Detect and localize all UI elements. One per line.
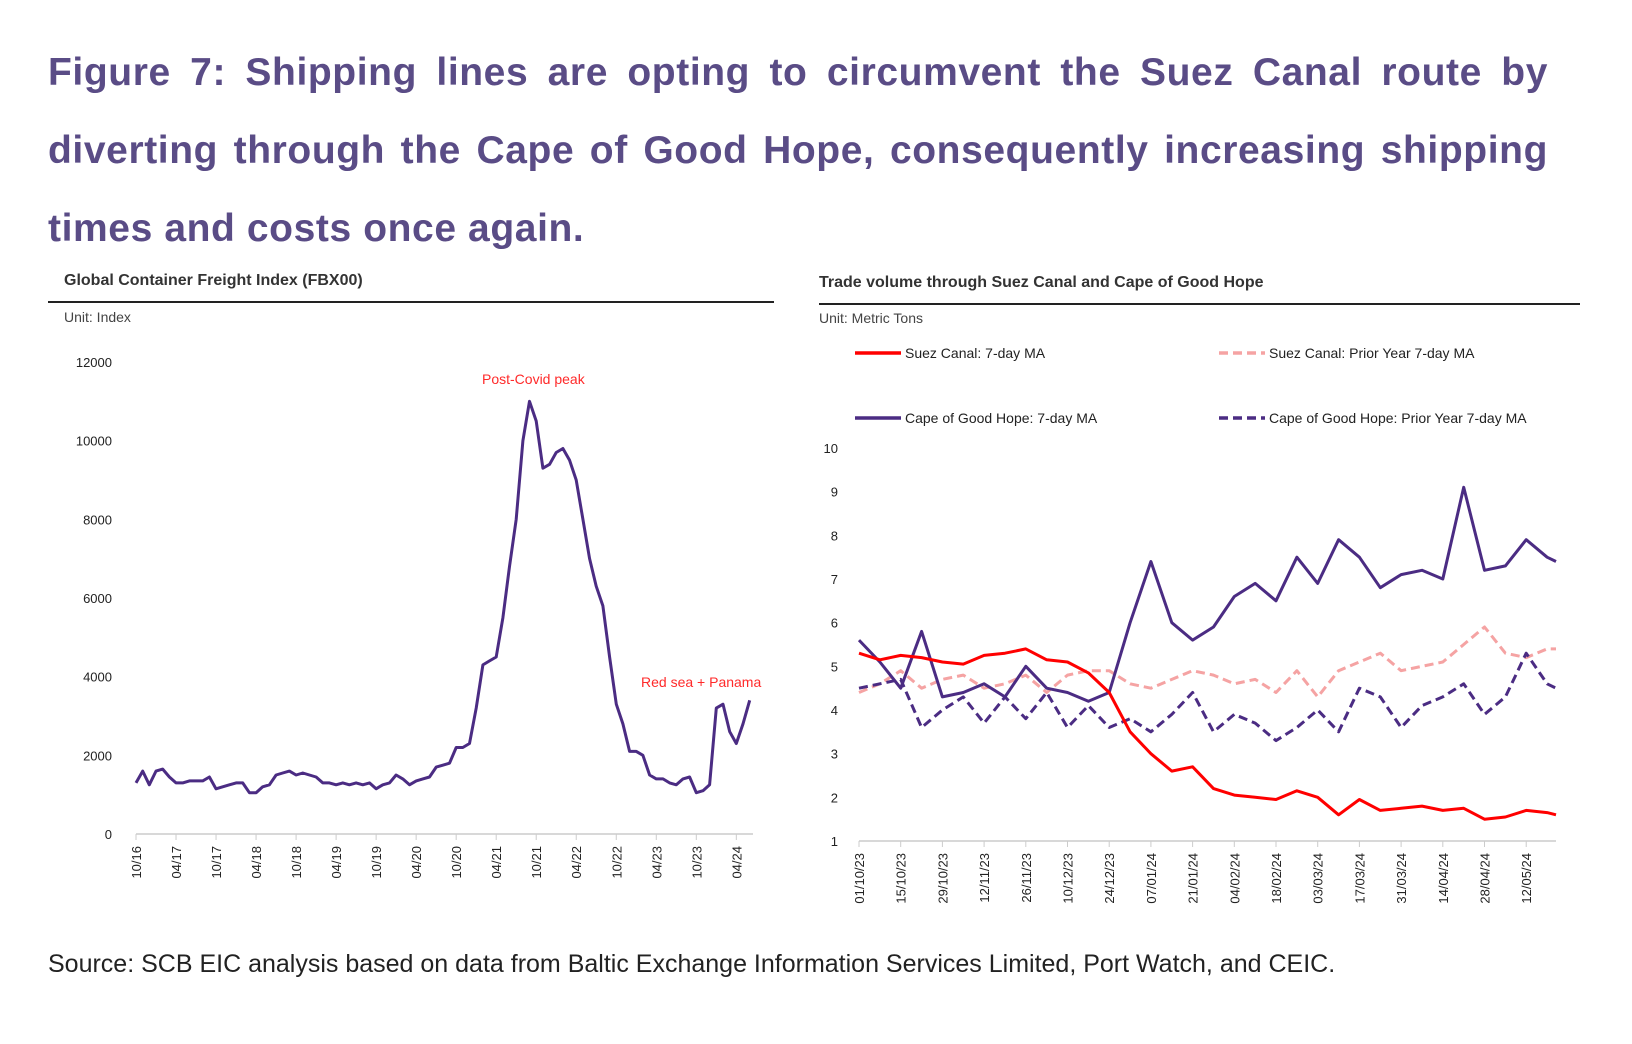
x-tick-label: 17/03/24 [1352, 853, 1367, 904]
x-tick-label: 28/04/24 [1478, 853, 1493, 904]
x-tick-label: 10/17 [209, 846, 224, 879]
y-tick-label: 7 [831, 572, 838, 587]
x-tick-label: 10/12/23 [1061, 853, 1076, 904]
y-tick-label: 1 [831, 834, 838, 849]
x-tick-label: 10/21 [529, 846, 544, 879]
x-tick-label: 04/17 [169, 846, 184, 879]
x-tick-label: 12/11/23 [977, 853, 992, 903]
right-chart-unit: Unit: Metric Tons [819, 310, 923, 326]
legend-cape: Cape of Good Hope: 7-day MA [855, 410, 1097, 426]
source-note: Source: SCB EIC analysis based on data f… [48, 950, 1336, 978]
legend-suez: Suez Canal: 7-day MA [855, 345, 1045, 361]
y-tick-label: 10000 [76, 434, 112, 449]
x-tick-label: 10/23 [689, 846, 704, 879]
left-title-rule [48, 301, 774, 303]
x-tick-label: 10/16 [129, 846, 144, 879]
legend-cape-prior: Cape of Good Hope: Prior Year 7-day MA [1219, 410, 1527, 426]
x-tick-label: 03/03/24 [1311, 853, 1326, 904]
x-tick-label: 29/10/23 [935, 853, 950, 904]
x-tick-label: 14/04/24 [1436, 853, 1451, 904]
legend-solid-red-line-icon [855, 351, 901, 355]
y-tick-label: 6000 [83, 591, 112, 606]
legend-label: Cape of Good Hope: Prior Year 7-day MA [1269, 410, 1527, 426]
y-tick-label: 9 [831, 485, 838, 500]
x-tick-label: 04/20 [409, 846, 424, 879]
x-tick-label: 26/11/23 [1019, 853, 1034, 903]
x-tick-label: 21/01/24 [1186, 853, 1201, 904]
left-chart-unit: Unit: Index [64, 309, 131, 325]
y-tick-label: 8 [831, 528, 838, 543]
y-tick-label: 8000 [83, 512, 112, 527]
x-tick-label: 18/02/24 [1269, 853, 1284, 904]
cape-7day-line [857, 485, 1557, 703]
x-tick-label: 04/18 [249, 846, 264, 879]
legend-label: Suez Canal: Prior Year 7-day MA [1269, 345, 1475, 361]
x-tick-label: 15/10/23 [894, 853, 909, 904]
x-tick-label: 31/03/24 [1394, 853, 1409, 904]
legend-label: Cape of Good Hope: 7-day MA [905, 410, 1098, 426]
left-chart-title: Global Container Freight Index (FBX00) [64, 272, 363, 289]
legend-dashed-pink-line-icon [1219, 351, 1265, 355]
y-tick-label: 4000 [83, 670, 112, 685]
x-tick-label: 04/22 [569, 846, 584, 879]
y-tick-label: 12000 [76, 355, 112, 370]
y-tick-label: 4 [831, 703, 838, 718]
y-tick-label: 5 [831, 659, 838, 674]
figure-title: Figure 7: Shipping lines are opting to c… [48, 51, 1548, 250]
y-tick-label: 0 [105, 827, 112, 842]
x-tick-label: 10/20 [449, 846, 464, 879]
right-chart-title: Trade volume through Suez Canal and Cape… [819, 274, 1264, 291]
legend-solid-purple-line-icon [855, 416, 901, 420]
y-tick-label: 6 [831, 616, 838, 631]
x-tick-label: 04/23 [649, 846, 664, 879]
y-tick-label: 2000 [83, 748, 112, 763]
x-tick-label: 04/19 [329, 846, 344, 879]
x-tick-label: 10/22 [609, 846, 624, 879]
y-tick-label: 3 [831, 747, 838, 762]
legend-suez-prior: Suez Canal: Prior Year 7-day MA [1219, 345, 1474, 361]
x-tick-label: 04/21 [489, 846, 504, 879]
suez-prior-year-line [858, 625, 1556, 699]
legend-label: Suez Canal: 7-day MA [905, 345, 1046, 361]
x-tick-label: 10/18 [289, 846, 304, 879]
x-tick-label: 24/12/23 [1102, 853, 1117, 904]
x-tick-label: 04/24 [729, 846, 744, 879]
right-title-rule [819, 303, 1580, 305]
x-tick-label: 12/05/24 [1519, 853, 1534, 904]
annotation-red-sea-panama: Red sea + Panama [641, 674, 762, 690]
y-tick-label: 10 [824, 441, 838, 456]
legend-dashed-purple-line-icon [1219, 416, 1265, 420]
x-tick-label: 07/01/24 [1144, 853, 1159, 904]
x-tick-label: 01/10/23 [852, 853, 867, 904]
y-tick-label: 2 [831, 790, 838, 805]
x-tick-label: 10/19 [369, 846, 384, 879]
x-tick-label: 04/02/24 [1227, 853, 1242, 904]
annotation-post-covid-peak: Post-Covid peak [482, 371, 585, 387]
cape-prior-year-line [858, 651, 1557, 743]
freight-index-line [134, 399, 752, 795]
suez-7day-line [858, 647, 1557, 821]
